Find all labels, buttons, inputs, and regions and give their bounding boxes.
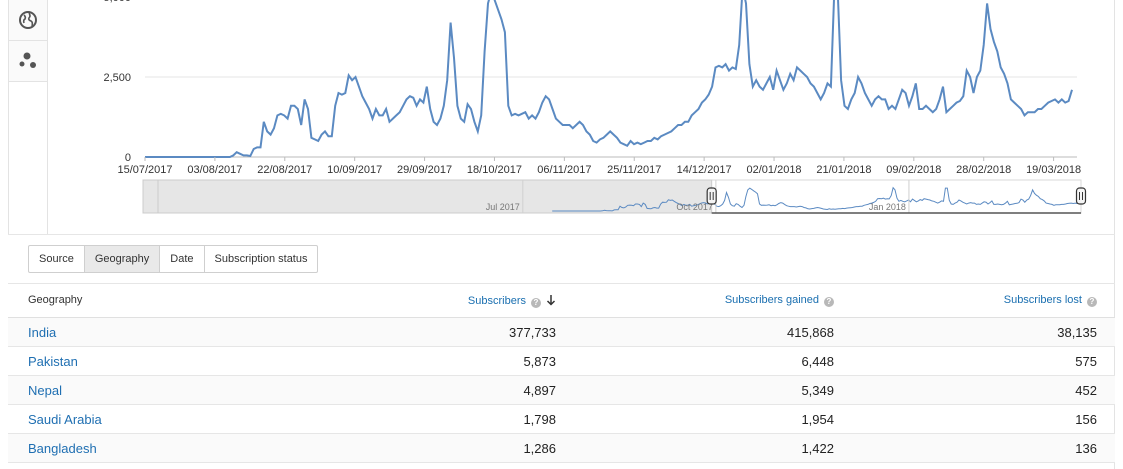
dimension-tabs: Source Geography Date Subscription statu…	[28, 245, 319, 273]
x-axis-ticks: 15/07/2017 03/08/2017 22/08/2017 10/09/2017…	[117, 157, 1081, 176]
column-header-subscribers[interactable]: Subscribers?	[468, 294, 556, 309]
column-header-subscribers-gained[interactable]: Subscribers gained?	[725, 294, 834, 307]
navigator-handle[interactable]	[1075, 187, 1087, 205]
column-header-subscribers-lost[interactable]: Subscribers lost?	[1004, 294, 1097, 307]
subscribers-value: 4,897	[523, 383, 556, 398]
subscribers-lost-value: 575	[1075, 354, 1097, 369]
tab-subscription-status[interactable]: Subscription status	[203, 245, 319, 273]
y-tick-label: 5,000	[103, 0, 131, 4]
x-tick-label: 25/11/2017	[607, 164, 661, 176]
tab-source[interactable]: Source	[28, 245, 85, 273]
x-tick-label: 06/11/2017	[537, 164, 591, 176]
navigator-label: Jan 2018	[869, 202, 906, 212]
range-navigator[interactable]: Jul 2017 Oct 2017 Jan 2018	[142, 179, 1087, 214]
y-tick-label: 0	[125, 152, 131, 164]
x-tick-label: 22/08/2017	[257, 164, 312, 176]
x-tick-label: 18/10/2017	[467, 164, 522, 176]
geography-link[interactable]: India	[28, 325, 57, 340]
globe-icon[interactable]	[9, 0, 47, 41]
subscribers-value: 1,798	[523, 412, 556, 427]
table-header: Geography Subscribers? Subscribers gaine…	[8, 284, 1115, 318]
navigator-series-line	[552, 186, 1082, 212]
column-header-lost-label: Subscribers lost	[1003, 294, 1082, 306]
subscribers-gained-value: 1,422	[801, 441, 834, 456]
sort-descending-icon[interactable]	[546, 294, 556, 309]
subscribers-value: 5,873	[523, 354, 556, 369]
x-tick-label: 15/07/2017	[117, 164, 172, 176]
geography-table: Geography Subscribers? Subscribers gaine…	[8, 284, 1115, 463]
navigator-handle-grip[interactable]	[1075, 187, 1087, 205]
help-icon[interactable]: ?	[824, 297, 834, 307]
subscribers-gained-value: 1,954	[801, 412, 834, 427]
x-tick-label: 10/09/2017	[327, 164, 382, 176]
subscribers-lost-value: 452	[1075, 383, 1097, 398]
navigator-label: Jul 2017	[486, 202, 520, 212]
help-icon[interactable]: ?	[531, 298, 541, 308]
tab-geography[interactable]: Geography	[83, 245, 161, 273]
x-tick-label: 02/01/2018	[747, 164, 802, 176]
x-tick-label: 19/03/2018	[1026, 164, 1081, 176]
subscribers-lost-value: 136	[1075, 441, 1097, 456]
y-tick-label: 2,500	[103, 72, 131, 84]
subscribers-gained-value: 6,448	[801, 354, 834, 369]
divider	[8, 234, 1115, 235]
subscribers-lost-value: 38,135	[1057, 325, 1097, 340]
navigator-handle-grip[interactable]	[706, 187, 717, 205]
table-row: Nepal 4,897 5,349 452	[8, 376, 1115, 405]
subscribers-line-chart: 0 2,500 5,000 15/07/2017 03/08/2017 22/08/20…	[103, 0, 1087, 214]
y-axis-ticks: 0 2,500 5,000	[103, 0, 131, 164]
bubble-chart-icon[interactable]	[9, 41, 47, 82]
navigator-label: Oct 2017	[676, 202, 713, 212]
subscribers-lost-value: 156	[1075, 412, 1097, 427]
table-row: India 377,733 415,868 38,135	[8, 318, 1115, 347]
table-row: Bangladesh 1,286 1,422 136	[8, 434, 1115, 463]
navigator-handle[interactable]	[706, 187, 717, 205]
geography-link[interactable]: Saudi Arabia	[28, 412, 102, 427]
column-header-gained-label: Subscribers gained	[724, 294, 819, 306]
geography-link[interactable]: Nepal	[28, 383, 62, 398]
table-row: Saudi Arabia 1,798 1,954 156	[8, 405, 1115, 434]
subscribers-gained-value: 415,868	[787, 325, 834, 340]
x-tick-label: 03/08/2017	[187, 164, 242, 176]
geography-link[interactable]: Pakistan	[28, 354, 78, 369]
column-header-subscribers-label: Subscribers	[467, 295, 526, 307]
x-tick-label: 14/12/2017	[677, 164, 732, 176]
geography-link[interactable]: Bangladesh	[28, 441, 97, 456]
x-tick-label: 29/09/2017	[397, 164, 452, 176]
chart-gridlines	[145, 76, 1077, 158]
x-tick-label: 28/02/2018	[956, 164, 1011, 176]
x-tick-label: 21/01/2018	[816, 164, 871, 176]
subscribers-series-line	[145, 0, 1073, 158]
help-icon[interactable]: ?	[1087, 297, 1097, 307]
column-header-geography[interactable]: Geography	[28, 294, 83, 306]
divider	[8, 283, 1115, 284]
table-body: India 377,733 415,868 38,135 Pakistan 5,…	[8, 318, 1115, 463]
table-row: Pakistan 5,873 6,448 575	[8, 347, 1115, 376]
subscribers-value: 377,733	[509, 325, 556, 340]
view-selector-rail	[8, 0, 48, 235]
navigator-unselected-mask	[142, 179, 713, 214]
tab-date[interactable]: Date	[159, 245, 205, 273]
subscribers-gained-value: 5,349	[801, 383, 834, 398]
subscribers-value: 1,286	[523, 441, 556, 456]
x-tick-label: 09/02/2018	[886, 164, 941, 176]
